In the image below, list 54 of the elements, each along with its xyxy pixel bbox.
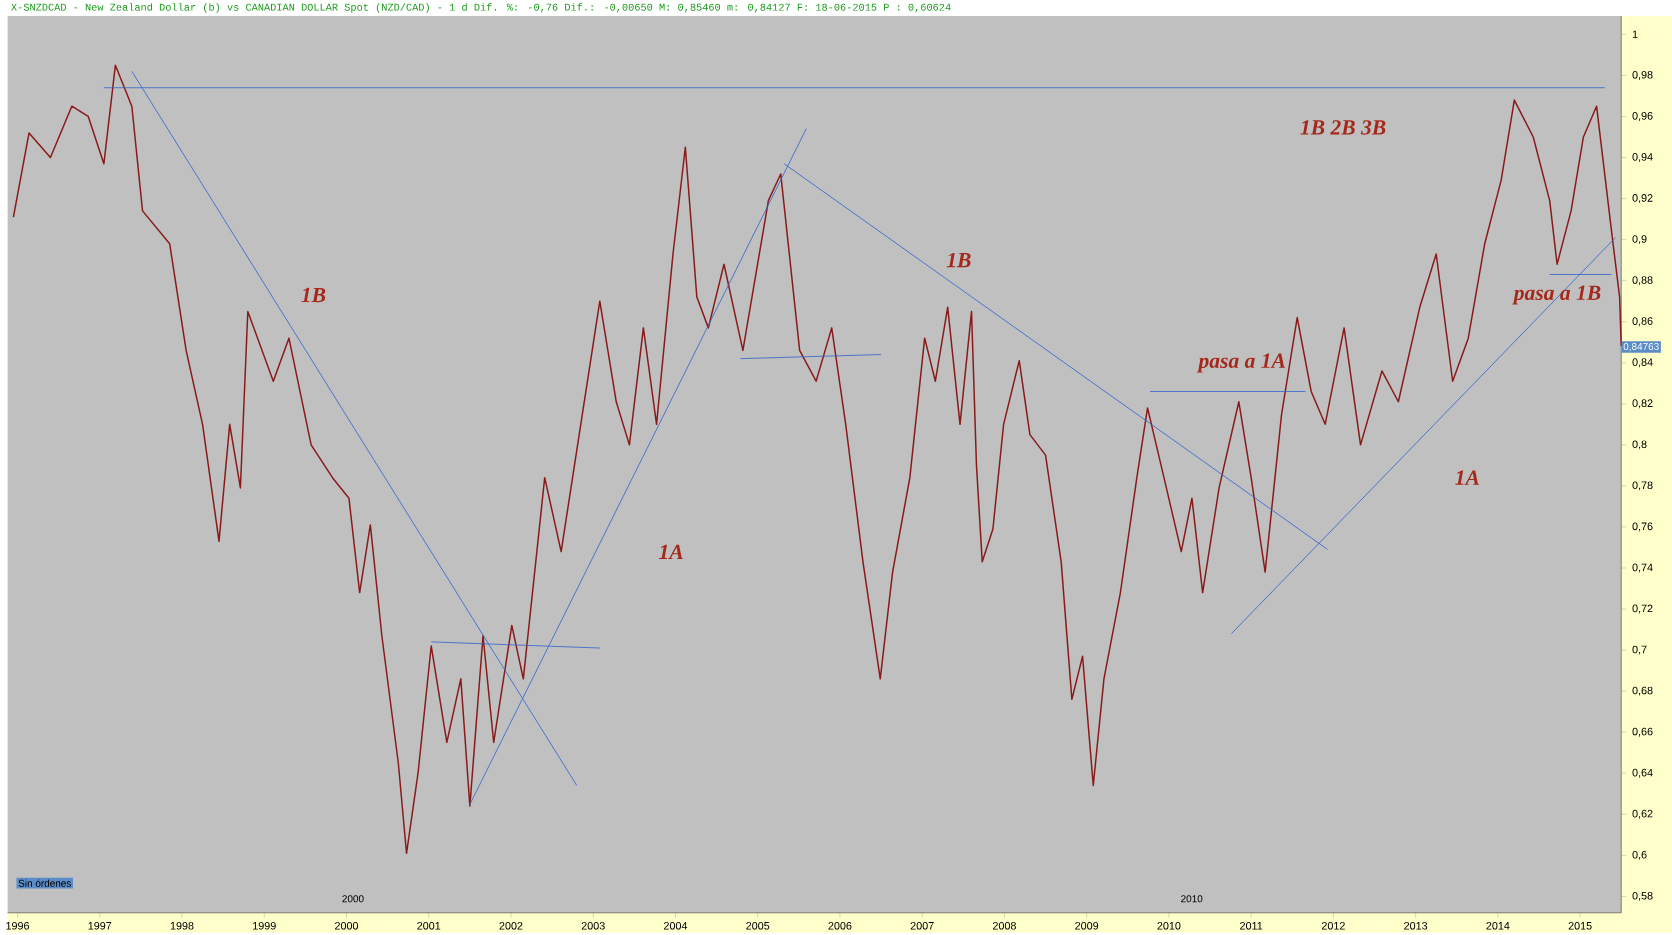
- x-tick-label: 2013: [1404, 921, 1428, 930]
- x-tick-label: 2000: [335, 921, 359, 930]
- y-tick-label: 0,88: [1632, 276, 1653, 286]
- x-tick-label: 2009: [1075, 921, 1099, 930]
- chart-title: X-SNZDCAD - New Zealand Dollar (b) vs CANADIAN DOLLAR Spot (NZD/CAD) - 1 d Dif. %: -0,76 Dif.: -0,00650 M: 0,85460 m: 0,84127 F: 18-06-2015 P : 0,60624: [11, 3, 951, 13]
- x-tick-label: 2007: [910, 921, 934, 930]
- y-tick-label: 1: [1632, 30, 1638, 39]
- annotation: pasa a 1B: [1512, 285, 1601, 305]
- y-tick-label: 0,66: [1632, 727, 1653, 737]
- y-tick-label: 0,96: [1632, 111, 1653, 121]
- annotation: 1B: [301, 287, 326, 303]
- y-tick-label: 0,7: [1632, 645, 1647, 655]
- annotation: pasa a 1A: [1196, 353, 1286, 373]
- annotation: 2000: [342, 895, 364, 903]
- x-tick-label: 2010: [1157, 921, 1181, 930]
- y-tick-label: 0,58: [1632, 891, 1653, 901]
- x-tick-label: 2002: [499, 921, 523, 930]
- annotation: 1A: [659, 544, 683, 559]
- x-tick-label: 2011: [1240, 921, 1263, 930]
- y-tick-label: 0,94: [1632, 153, 1653, 162]
- annotation: 1B 2B 3B: [1300, 120, 1386, 135]
- y-tick-label: 0,98: [1632, 70, 1653, 80]
- x-tick-label: 2004: [664, 921, 688, 930]
- y-tick-label: 0,78: [1632, 481, 1653, 491]
- x-tick-label: 2001: [417, 921, 441, 930]
- x-tick-label: 2014: [1486, 921, 1510, 930]
- x-tick-label: 2008: [992, 921, 1016, 930]
- y-tick-label: 0,74: [1632, 563, 1653, 573]
- y-tick-label: 0,8: [1632, 440, 1647, 450]
- x-tick-label: 2015: [1568, 921, 1592, 930]
- y-tick-label: 0,72: [1632, 604, 1653, 614]
- y-tick-label: 0,62: [1632, 809, 1653, 819]
- y-tick-label: 0,84: [1632, 358, 1653, 368]
- x-tick-label: 2003: [581, 921, 605, 930]
- annotation: 2010: [1181, 895, 1203, 903]
- annotation: 1B: [946, 252, 971, 268]
- annotation: 1A: [1455, 470, 1480, 485]
- x-tick-label: 2005: [746, 921, 770, 930]
- y-tick-label: 0,82: [1632, 399, 1653, 409]
- x-tick-label: 1999: [253, 921, 276, 930]
- y-tick-label: 0,64: [1632, 768, 1653, 778]
- annotation: 0,84763: [1623, 342, 1659, 352]
- y-tick-label: 0,92: [1632, 194, 1653, 203]
- y-tick-label: 0,6: [1632, 850, 1647, 860]
- y-tick-label: 0,68: [1632, 686, 1653, 696]
- x-tick-label: 1998: [170, 921, 194, 930]
- x-tick-label: 2006: [828, 921, 852, 930]
- y-tick-label: 0,9: [1632, 235, 1647, 245]
- y-tick-label: 0,76: [1632, 522, 1653, 532]
- y-tick-label: 0,86: [1632, 317, 1653, 327]
- x-tick-label: 1997: [88, 921, 112, 930]
- annotation: Sin órdenes: [18, 879, 71, 887]
- x-tick-label: 2012: [1321, 921, 1345, 930]
- x-tick-label: 1996: [6, 921, 30, 930]
